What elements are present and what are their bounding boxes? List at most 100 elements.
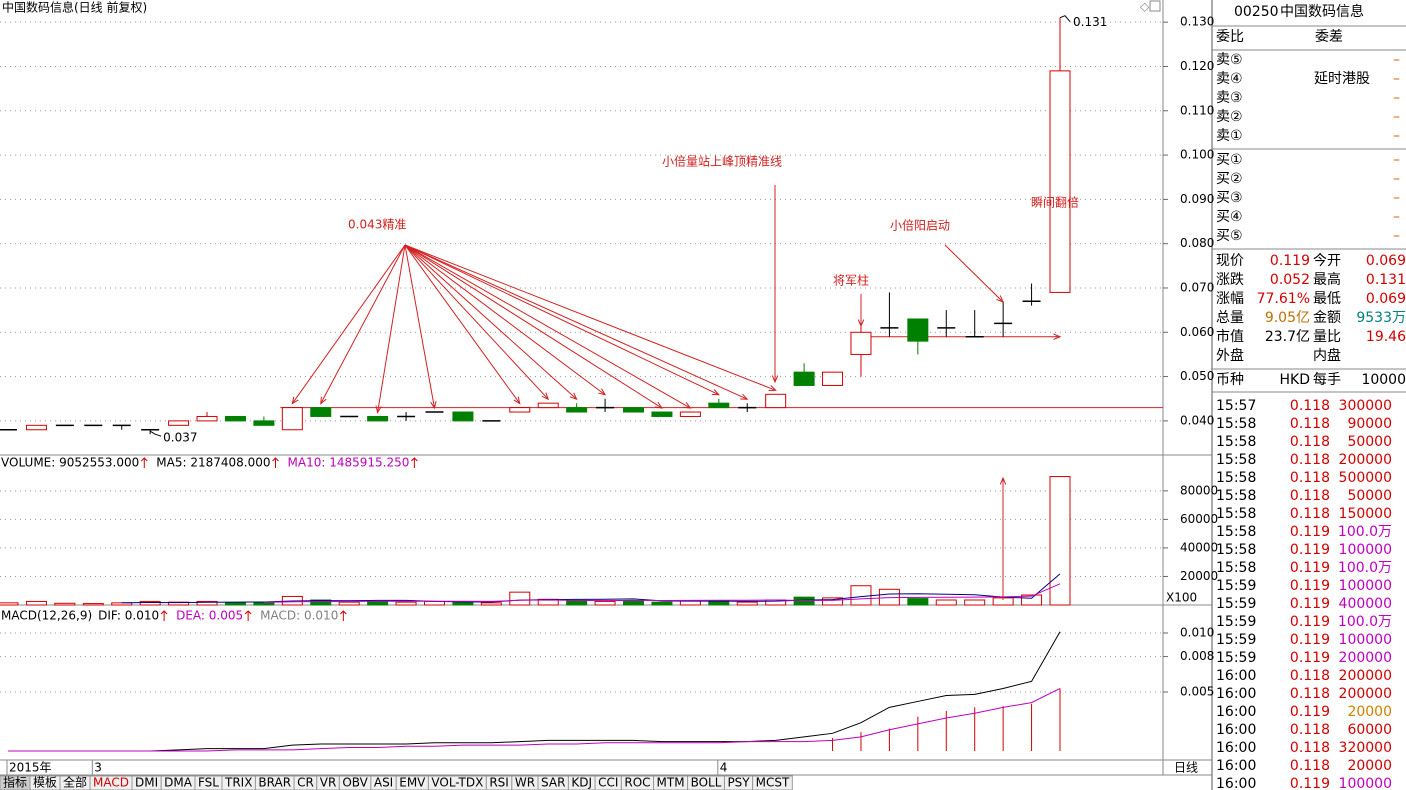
candle-body: [623, 407, 645, 413]
tab-label[interactable]: CR: [297, 776, 314, 790]
volume-bar: [82, 603, 104, 606]
trade-volume: 200000: [1339, 686, 1392, 702]
tab-label[interactable]: ROC: [624, 776, 650, 790]
trade-price: 0.119: [1290, 596, 1330, 612]
max-pointer: [1059, 15, 1071, 23]
arrow-head: [541, 392, 550, 401]
tab-label[interactable]: KDJ: [571, 776, 592, 790]
tab-label[interactable]: ASI: [374, 776, 393, 790]
tab-label[interactable]: 全部: [63, 775, 87, 790]
tab-label[interactable]: OBV: [342, 776, 368, 790]
y-tick-label: 0.040: [1180, 413, 1214, 427]
arrow-head: [320, 396, 327, 405]
maximize-icon[interactable]: [1149, 0, 1161, 12]
tab-label[interactable]: BOLL: [691, 776, 722, 790]
tab-label[interactable]: DMA: [164, 776, 193, 790]
tab-label[interactable]: 指标: [3, 775, 27, 790]
y-tick-label: 80000: [1180, 483, 1218, 497]
tab-label[interactable]: TRIX: [224, 776, 252, 790]
trade-volume: 400000: [1339, 596, 1392, 612]
tab-label[interactable]: CCI: [598, 776, 618, 790]
volume-bar: [850, 585, 872, 606]
trade-time: 15:59: [1216, 614, 1256, 630]
tab-label[interactable]: RSI: [489, 776, 509, 790]
ask-value: –: [1393, 128, 1400, 144]
tab-label[interactable]: DMI: [135, 776, 158, 790]
trade-time: 15:58: [1216, 416, 1256, 432]
tab[interactable]: [752, 775, 793, 790]
tab-label[interactable]: FSL: [198, 776, 219, 790]
annotation-arrow: [404, 244, 691, 409]
volume-bar: [139, 600, 161, 606]
x-tick-label: 3: [94, 761, 102, 775]
indicator-label: MACD: 0.010: [260, 609, 338, 623]
tab-label[interactable]: SAR: [541, 776, 565, 790]
volume-bar: [964, 599, 986, 606]
annotation-arrow: [404, 244, 435, 409]
trade-volume: 200000: [1339, 452, 1392, 468]
candle-body: [310, 407, 332, 417]
candle-body: [509, 407, 531, 413]
x-tick-label: 2015年: [9, 761, 52, 775]
currency-value: 10000: [1361, 372, 1406, 388]
trade-volume: 100.0万: [1338, 614, 1392, 630]
trade-time: 15:59: [1216, 578, 1256, 594]
arrow-head: [375, 405, 382, 414]
trade-time: 15:58: [1216, 452, 1256, 468]
unit-label: X100: [1166, 591, 1197, 605]
trade-time: 15:57: [1216, 398, 1256, 414]
tab-label[interactable]: WR: [515, 776, 535, 790]
ask-label: 卖①: [1216, 128, 1243, 144]
ask-value: –: [1393, 52, 1400, 68]
stat-value: 9.05亿: [1265, 310, 1310, 326]
stat-label: 最低: [1313, 291, 1341, 307]
volume-bar: [907, 598, 929, 606]
volume-bar: [54, 602, 76, 606]
ask-label: 卖②: [1216, 109, 1243, 125]
volume-bar: [111, 602, 133, 606]
y-tick-label: 40000: [1180, 540, 1218, 554]
tab-label[interactable]: MACD: [93, 776, 129, 790]
ask-value: –: [1393, 71, 1400, 87]
trade-price: 0.118: [1290, 416, 1330, 432]
volume-bar: [623, 600, 645, 606]
candle-body: [168, 420, 190, 426]
stat-value: 0.119: [1270, 253, 1310, 269]
stat-value: 19.46: [1366, 329, 1406, 345]
trade-price: 0.119: [1290, 614, 1330, 630]
tab-label[interactable]: VOL-TDX: [431, 776, 483, 790]
trade-time: 16:00: [1216, 740, 1256, 756]
bid-value: –: [1393, 152, 1400, 168]
trade-price: 0.118: [1290, 488, 1330, 504]
pin-icon[interactable]: ◇: [1140, 0, 1150, 14]
tab-label[interactable]: PSY: [727, 776, 750, 790]
tab-label[interactable]: MCST: [756, 776, 790, 790]
tab-label[interactable]: EMV: [399, 776, 426, 790]
trade-time: 16:00: [1216, 758, 1256, 774]
trade-time: 15:58: [1216, 470, 1256, 486]
stat-label: 涨幅: [1216, 291, 1244, 307]
tab-label[interactable]: BRAR: [258, 776, 291, 790]
tab-label[interactable]: VR: [320, 776, 337, 790]
arrow-head: [291, 396, 299, 405]
x-tick-label: 4: [720, 761, 728, 775]
period-label[interactable]: 日线: [1174, 761, 1198, 775]
volume-bar: [594, 600, 616, 606]
indicator-arrow: [140, 457, 148, 468]
tab-label[interactable]: MTM: [657, 776, 685, 790]
stat-label: 现价: [1216, 253, 1244, 269]
trade-volume: 100000: [1339, 776, 1392, 790]
annotation-arrow: [291, 244, 406, 404]
indicator-arrow: [244, 610, 252, 621]
annotation-arrow: [404, 244, 521, 404]
trade-time: 15:58: [1216, 524, 1256, 540]
tab-label[interactable]: 模板: [33, 776, 57, 790]
stat-value: 0.052: [1270, 272, 1310, 288]
volume-bar: [736, 601, 758, 606]
stock-name: 中国数码信息: [1280, 3, 1364, 20]
volume-bar: [395, 601, 417, 606]
trade-volume: 200000: [1339, 650, 1392, 666]
trade-time: 15:58: [1216, 542, 1256, 558]
